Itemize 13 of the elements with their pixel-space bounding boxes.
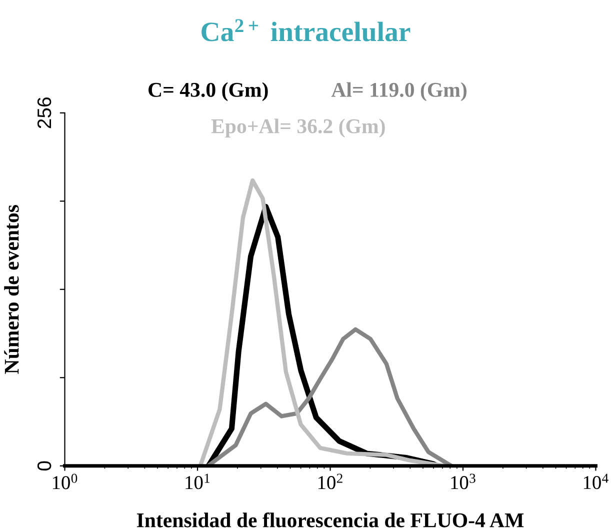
text: Al= 119.0 (Gm) — [331, 82, 466, 102]
y-tick-label: 0 — [37, 461, 52, 471]
x-tick-label: 10$^{2}$ — [318, 474, 342, 490]
x-tick-label: 10$^{4}$ — [584, 474, 608, 490]
text: Epo+Al= 36.2 (Gm) — [211, 118, 385, 138]
x-tick-label: 10$^{3}$ — [451, 474, 476, 490]
chart-title: Ca$^{2+}$ intracelular — [202, 19, 410, 42]
text: C= 43.0 (Gm) — [148, 82, 268, 102]
x-tick-label: 10$^{0}$ — [52, 474, 78, 490]
x-axis-title: Intensidad de fluorescencia de FLUO-4 AM — [136, 512, 524, 528]
y-tick-label: 256 — [37, 98, 52, 128]
x-tick-label: 10$^{1}$ — [186, 474, 210, 490]
y-axis-title: Número de eventos — [4, 205, 19, 374]
